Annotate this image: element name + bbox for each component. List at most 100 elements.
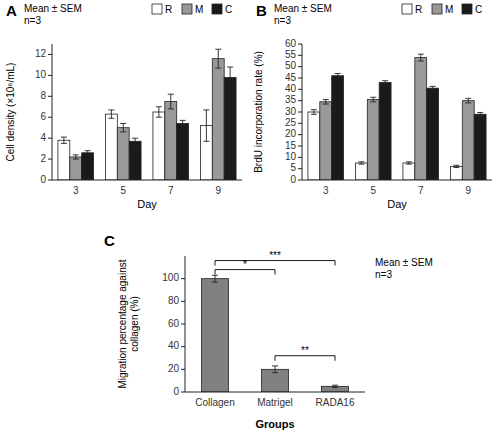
bar bbox=[202, 279, 229, 392]
y-tick bbox=[298, 168, 302, 169]
y-tick-label: 6 bbox=[40, 111, 46, 122]
y-tick-label: 60 bbox=[168, 318, 180, 329]
y-tick bbox=[48, 180, 52, 181]
y-tick bbox=[48, 138, 52, 139]
significance-bracket bbox=[215, 270, 275, 275]
y-tick bbox=[298, 157, 302, 158]
legend-label: M bbox=[195, 4, 203, 15]
bar bbox=[117, 128, 129, 180]
y-tick-label: 25 bbox=[285, 117, 297, 128]
x-tick-label: 5 bbox=[120, 185, 126, 196]
bar bbox=[474, 114, 486, 180]
panel: B0510152025303540455055603579DayBrdU inc… bbox=[253, 2, 492, 210]
figure: A0246810123579DayCell density (×10⁶/mL)M… bbox=[0, 0, 500, 436]
text-line: Migration percentage against bbox=[117, 259, 128, 388]
error-bar bbox=[370, 97, 376, 102]
bar bbox=[332, 76, 344, 180]
annotation: Mean ± SEMn=3 bbox=[274, 3, 332, 26]
bar bbox=[427, 88, 439, 180]
error-bar bbox=[323, 100, 329, 105]
error-bar bbox=[335, 73, 341, 78]
x-tick-label: 9 bbox=[215, 185, 221, 196]
y-tick-label: 50 bbox=[285, 60, 297, 71]
panel-label: C bbox=[104, 232, 115, 249]
y-tick bbox=[48, 75, 52, 76]
bar bbox=[403, 163, 415, 180]
y-tick-label: 40 bbox=[285, 83, 297, 94]
bar bbox=[105, 114, 117, 180]
bar bbox=[355, 163, 367, 180]
bar bbox=[450, 166, 462, 180]
panel: A0246810123579DayCell density (×10⁶/mL)M… bbox=[5, 2, 242, 210]
x-tick-label: 9 bbox=[465, 185, 471, 196]
error-bar bbox=[132, 138, 138, 144]
y-tick bbox=[298, 66, 302, 67]
bar bbox=[462, 101, 474, 180]
error-bar bbox=[465, 98, 471, 103]
x-tick-label: Collagen bbox=[195, 397, 234, 408]
significance-label: ** bbox=[301, 345, 309, 356]
y-tick bbox=[48, 159, 52, 160]
y-tick-label: 45 bbox=[285, 72, 297, 83]
bar bbox=[367, 100, 379, 180]
x-tick-label: 7 bbox=[418, 185, 424, 196]
y-tick bbox=[181, 369, 185, 370]
error-bar bbox=[406, 162, 412, 164]
x-tick-label: 3 bbox=[73, 185, 79, 196]
y-axis-label: BrdU incorporation rate (%) bbox=[253, 51, 264, 173]
error-bar bbox=[85, 151, 91, 155]
legend-label: C bbox=[225, 4, 232, 15]
bar bbox=[177, 124, 189, 180]
bar bbox=[415, 58, 427, 180]
text-line: n=3 bbox=[274, 15, 291, 26]
y-axis-label: Cell density (×10⁶/mL) bbox=[5, 63, 16, 162]
error-bar bbox=[61, 137, 67, 143]
y-tick-label: 0 bbox=[173, 386, 179, 397]
error-bar bbox=[180, 120, 186, 126]
error-bar bbox=[430, 86, 436, 90]
y-tick-label: 35 bbox=[285, 94, 297, 105]
y-tick bbox=[48, 117, 52, 118]
legend-label: M bbox=[445, 4, 453, 15]
bar bbox=[320, 102, 332, 180]
significance-bracket bbox=[215, 261, 335, 266]
error-bar bbox=[227, 67, 233, 88]
error-bar bbox=[215, 49, 221, 68]
error-bar bbox=[311, 110, 317, 115]
panel: C020406080100CollagenMatrigelRADA16Group… bbox=[104, 232, 433, 430]
legend-label: R bbox=[415, 4, 422, 15]
y-tick-label: 55 bbox=[285, 49, 297, 60]
y-tick bbox=[48, 96, 52, 97]
y-tick-label: 10 bbox=[35, 69, 47, 80]
y-tick-label: 4 bbox=[40, 132, 46, 143]
y-axis-line bbox=[52, 44, 53, 180]
x-axis-label: Groups bbox=[255, 418, 294, 430]
x-axis-line bbox=[52, 180, 242, 181]
y-tick bbox=[298, 134, 302, 135]
bar bbox=[165, 102, 177, 180]
significance-bracket bbox=[275, 356, 335, 361]
x-axis-label: Day bbox=[137, 198, 157, 210]
legend: RMC bbox=[402, 4, 482, 15]
y-tick-label: 20 bbox=[168, 363, 180, 374]
plot-area bbox=[308, 54, 486, 180]
error-bar bbox=[120, 124, 126, 132]
text-line: Mean ± SEM bbox=[375, 257, 433, 268]
y-tick bbox=[298, 89, 302, 90]
y-tick-label: 40 bbox=[168, 340, 180, 351]
y-tick bbox=[181, 324, 185, 325]
y-tick-label: 60 bbox=[285, 38, 297, 49]
panel-label: B bbox=[256, 2, 267, 19]
bar bbox=[308, 112, 320, 180]
error-bar bbox=[108, 110, 114, 118]
plot-area bbox=[202, 275, 349, 392]
legend-swatch bbox=[212, 4, 222, 14]
y-tick-label: 2 bbox=[40, 153, 46, 164]
y-tick bbox=[181, 301, 185, 302]
legend-swatch bbox=[182, 4, 192, 14]
bar bbox=[379, 83, 391, 180]
y-tick-label: 30 bbox=[285, 106, 297, 117]
y-tick bbox=[298, 123, 302, 124]
y-tick-label: 80 bbox=[168, 295, 180, 306]
x-axis-line bbox=[302, 180, 492, 181]
